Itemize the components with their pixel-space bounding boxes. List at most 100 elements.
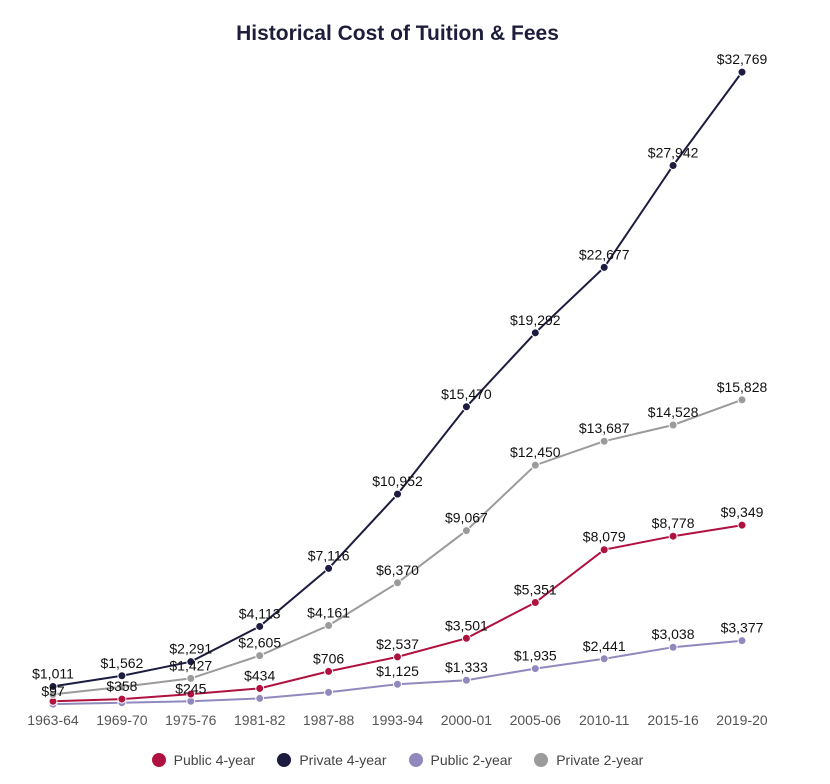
x-tick-label: 2000-01	[441, 712, 493, 728]
data-point-public-4-year[interactable]	[668, 531, 678, 541]
x-tick-label: 1975-76	[165, 712, 217, 728]
x-tick-label: 2019-20	[716, 712, 768, 728]
legend-dot-icon	[408, 753, 423, 767]
data-label-private-4-year: $1,562	[100, 655, 143, 671]
data-label-public-2-year: $3,377	[721, 620, 764, 636]
legend-dot-icon	[534, 753, 549, 767]
chart-title: Historical Cost of Tuition & Fees	[236, 22, 559, 45]
legend-dot-icon	[151, 753, 166, 767]
data-point-private-4-year[interactable]	[461, 402, 471, 412]
data-point-public-4-year[interactable]	[737, 520, 747, 530]
data-label-private-2-year: $9,067	[445, 510, 488, 526]
data-label-private-2-year: $13,687	[579, 420, 630, 436]
data-label-public-4-year: $8,778	[652, 515, 695, 531]
data-label-public-4-year: $434	[244, 667, 275, 683]
data-point-private-2-year[interactable]	[117, 682, 127, 692]
data-label-public-4-year: $3,501	[445, 617, 488, 633]
data-label-public-4-year: $8,079	[583, 529, 626, 545]
x-tick-label: 2015-16	[647, 712, 699, 728]
data-point-public-4-year[interactable]	[255, 683, 265, 693]
data-point-private-2-year[interactable]	[393, 578, 402, 588]
legend-dot-icon	[277, 753, 292, 767]
data-point-public-4-year[interactable]	[117, 694, 127, 704]
data-label-private-4-year: $4,113	[239, 605, 281, 621]
legend-item-private-2-year[interactable]: Private 2-year	[534, 752, 643, 768]
data-label-private-2-year: $14,528	[648, 404, 699, 420]
data-point-private-4-year[interactable]	[48, 681, 58, 691]
data-label-private-4-year: $32,769	[717, 51, 768, 67]
data-point-public-4-year[interactable]	[530, 597, 540, 607]
data-point-public-4-year[interactable]	[393, 652, 402, 662]
legend-label: Public 2-year	[430, 752, 513, 768]
data-point-private-4-year[interactable]	[737, 67, 747, 77]
data-label-private-4-year: $2,291	[169, 641, 212, 657]
x-tick-label: 2010-11	[579, 712, 630, 728]
data-point-public-2-year[interactable]	[393, 679, 402, 689]
data-point-private-2-year[interactable]	[599, 436, 609, 446]
data-point-public-2-year[interactable]	[599, 654, 609, 664]
data-point-private-2-year[interactable]	[668, 420, 678, 430]
data-point-private-2-year[interactable]	[186, 673, 196, 683]
data-label-public-2-year: $1,935	[514, 648, 557, 664]
data-label-private-2-year: $15,828	[717, 379, 768, 395]
x-tick-label: 1963-64	[27, 712, 79, 728]
data-label-public-2-year: $1,125	[376, 663, 419, 679]
x-tick-label: 1969-70	[96, 712, 148, 728]
x-tick-label: 1981-82	[234, 712, 286, 728]
data-point-private-4-year[interactable]	[324, 563, 334, 573]
data-label-private-4-year: $19,292	[510, 312, 561, 328]
legend-item-public-4-year[interactable]: Public 4-year	[151, 752, 256, 768]
data-label-private-4-year: $10,952	[372, 473, 423, 489]
data-point-private-4-year[interactable]	[186, 657, 196, 667]
data-label-private-2-year: $6,370	[376, 562, 419, 578]
legend-item-public-2-year[interactable]: Public 2-year	[408, 752, 513, 768]
data-point-public-4-year[interactable]	[324, 666, 334, 676]
data-label-private-4-year: $1,011	[32, 665, 74, 681]
data-point-private-2-year[interactable]	[461, 526, 471, 536]
data-point-private-4-year[interactable]	[393, 489, 402, 499]
data-point-private-2-year[interactable]	[255, 651, 265, 661]
data-point-public-2-year[interactable]	[737, 636, 747, 646]
data-label-public-2-year: $1,333	[445, 659, 488, 675]
data-label-private-4-year: $15,470	[441, 386, 492, 402]
data-point-private-4-year[interactable]	[668, 161, 678, 171]
data-point-private-4-year[interactable]	[599, 262, 609, 272]
x-tick-label: 1987-88	[303, 712, 355, 728]
data-point-public-4-year[interactable]	[461, 633, 471, 643]
data-point-private-2-year[interactable]	[737, 395, 747, 405]
data-point-private-4-year[interactable]	[255, 621, 265, 631]
data-point-private-4-year[interactable]	[117, 671, 127, 681]
data-label-private-4-year: $27,942	[648, 145, 699, 161]
data-label-private-4-year: $7,116	[308, 547, 350, 563]
data-label-public-4-year: $358	[106, 678, 137, 694]
data-point-public-4-year[interactable]	[186, 689, 196, 699]
data-point-private-4-year[interactable]	[530, 328, 540, 338]
x-tick-label: 1993-94	[372, 712, 424, 728]
legend-label: Public 4-year	[173, 752, 256, 768]
data-label-public-2-year: $97	[41, 683, 65, 699]
x-tick-label: 2005-06	[510, 712, 562, 728]
data-label-public-2-year: $245	[175, 680, 206, 696]
data-point-public-2-year[interactable]	[668, 642, 678, 652]
data-label-private-2-year: $4,161	[307, 605, 350, 621]
series-layer: $97 $245 $1,125 $1,333 $1,935 $2,441 $3,038 $3,…	[32, 51, 768, 709]
data-label-private-4-year: $22,677	[579, 246, 630, 262]
legend: Public 4-year Private 4-year Public 2-year…	[0, 752, 795, 768]
data-label-public-4-year: $9,349	[721, 504, 764, 520]
data-point-public-2-year[interactable]	[324, 687, 334, 697]
data-label-private-2-year: $12,450	[510, 444, 561, 460]
series-line-private-4-year	[52, 71, 743, 688]
legend-item-private-4-year[interactable]: Private 4-year	[277, 752, 387, 768]
data-point-public-4-year[interactable]	[599, 545, 609, 555]
data-point-public-2-year[interactable]	[255, 693, 265, 703]
data-point-private-2-year[interactable]	[324, 621, 334, 631]
data-label-public-2-year: $3,038	[652, 626, 695, 642]
data-label-public-4-year: $706	[313, 650, 344, 666]
data-point-public-2-year[interactable]	[461, 675, 471, 685]
legend-label: Private 4-year	[299, 752, 387, 768]
data-label-public-4-year: $5,351	[514, 581, 557, 597]
data-label-public-4-year: $2,537	[376, 636, 419, 652]
data-point-private-2-year[interactable]	[530, 460, 540, 470]
data-point-public-2-year[interactable]	[530, 664, 540, 674]
